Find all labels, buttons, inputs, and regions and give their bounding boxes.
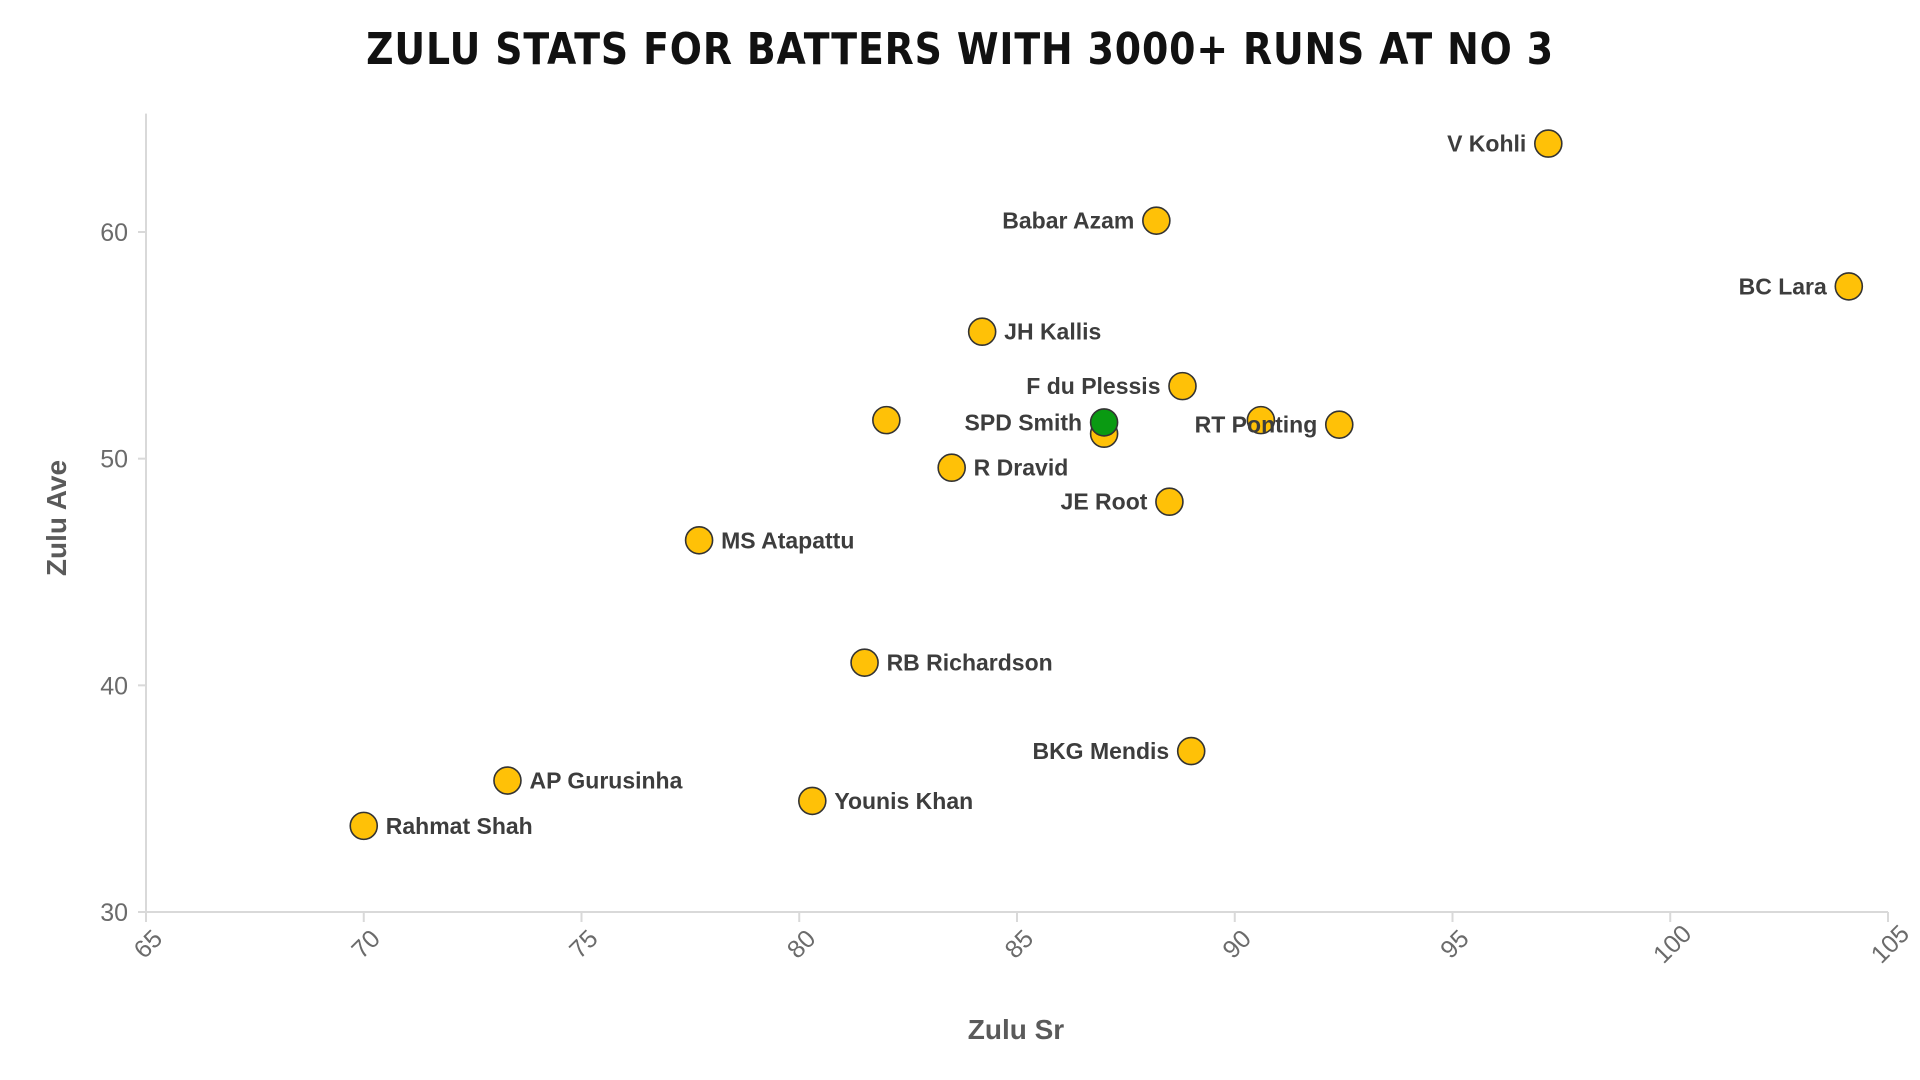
- point-label: BKG Mendis: [1032, 738, 1169, 764]
- axes: 65 70 75 80 85 90 95 100 105 30 40 50 60: [100, 113, 1915, 969]
- data-points: [349, 129, 1864, 841]
- x-axis-title: Zulu Sr: [968, 1014, 1065, 1045]
- data-point: [850, 648, 879, 677]
- data-point: [1155, 487, 1184, 517]
- point-labels: V Kohli Babar Azam BC Lara JH Kallis F du Pl…: [386, 131, 1827, 839]
- data-point: [937, 453, 966, 483]
- point-label: AP Gurusinha: [529, 768, 682, 794]
- data-point: [1324, 410, 1354, 439]
- x-tick-label: 90: [1217, 925, 1256, 964]
- point-label: Rahmat Shah: [386, 813, 533, 839]
- point-label: Babar Azam: [1002, 208, 1134, 234]
- y-tick-label: 50: [100, 446, 128, 474]
- point-label: MS Atapattu: [721, 527, 854, 553]
- point-label: F du Plessis: [1026, 373, 1160, 399]
- data-point: [1168, 371, 1197, 401]
- point-label: RT Ponting: [1195, 412, 1318, 438]
- point-label: JH Kallis: [1004, 319, 1101, 345]
- data-point: [1176, 736, 1206, 766]
- point-label: BC Lara: [1739, 273, 1827, 299]
- data-point: [872, 405, 901, 435]
- y-tick-label: 30: [100, 899, 128, 927]
- x-tick-label: 95: [1435, 925, 1474, 964]
- point-label: SPD Smith: [965, 409, 1083, 435]
- data-point: [798, 786, 827, 816]
- highlighted-data-point: [1089, 408, 1119, 437]
- data-point: [967, 317, 997, 347]
- point-label: Younis Khan: [834, 788, 973, 814]
- point-label: R Dravid: [974, 455, 1069, 481]
- data-point: [493, 766, 522, 795]
- x-tick-label: 100: [1648, 920, 1697, 969]
- point-label: JE Root: [1061, 489, 1148, 515]
- x-tick-label: 65: [129, 925, 168, 964]
- x-tick-label: 70: [346, 925, 385, 964]
- data-point: [1834, 272, 1864, 301]
- x-tick-label: 105: [1866, 920, 1915, 969]
- data-point: [349, 811, 379, 841]
- x-tick-label: 75: [564, 925, 603, 964]
- x-tick-label: 85: [1000, 925, 1039, 964]
- point-label: V Kohli: [1447, 131, 1526, 157]
- y-tick-label: 60: [100, 219, 128, 247]
- chart-title: ZULU STATS FOR BATTERS WITH 3000+ RUNS A…: [366, 24, 1554, 75]
- data-point: [1534, 129, 1563, 158]
- data-point: [684, 525, 714, 555]
- data-point: [1246, 405, 1276, 435]
- x-tick-label: 80: [782, 925, 821, 964]
- data-point: [1142, 206, 1171, 235]
- y-axis-title: Zulu Ave: [41, 460, 72, 576]
- point-label: RB Richardson: [887, 650, 1053, 676]
- y-tick-label: 40: [100, 672, 128, 700]
